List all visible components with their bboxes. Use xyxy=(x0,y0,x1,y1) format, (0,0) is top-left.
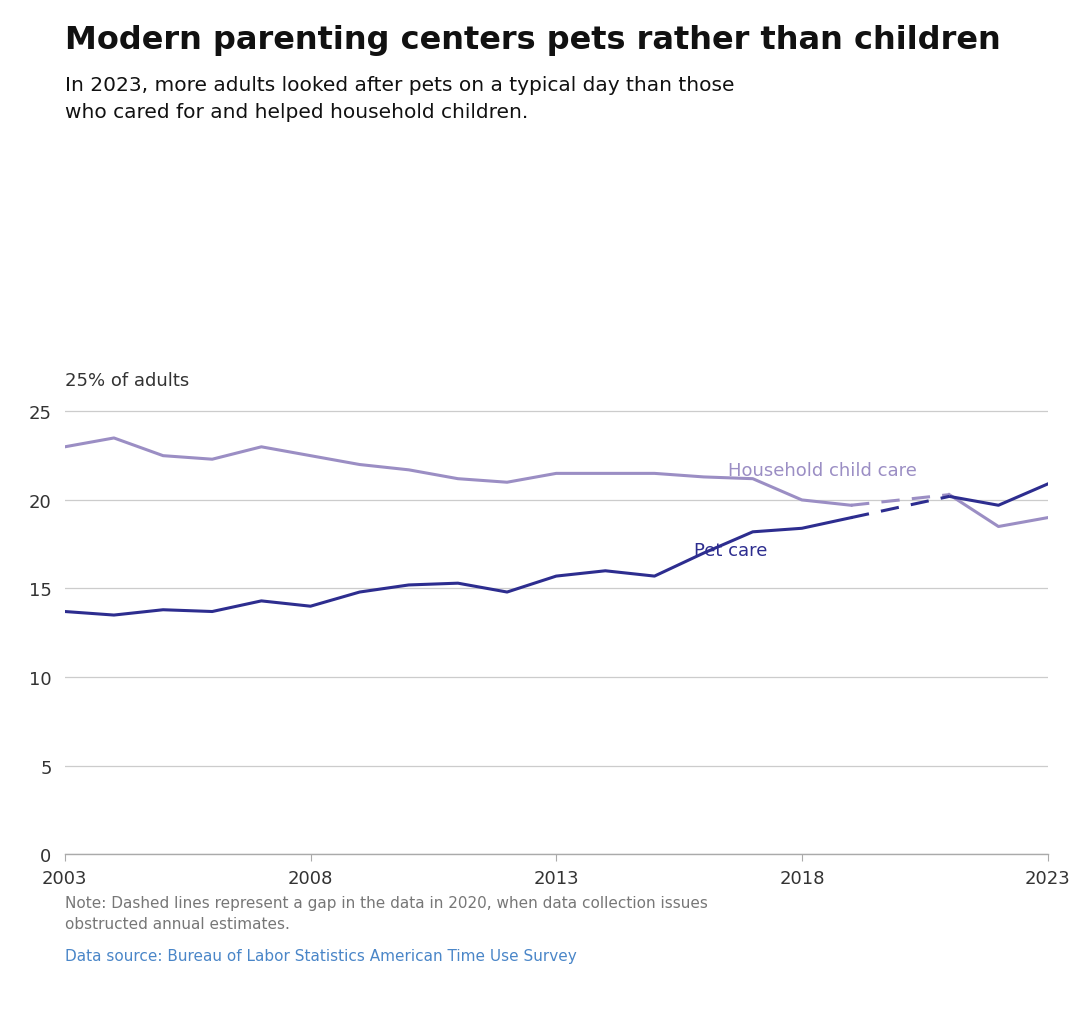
Text: Data source: Bureau of Labor Statistics American Time Use Survey: Data source: Bureau of Labor Statistics … xyxy=(65,948,577,963)
Text: Pet care: Pet care xyxy=(693,541,767,559)
Text: 25% of adults: 25% of adults xyxy=(65,371,189,389)
Text: Household child care: Household child care xyxy=(728,461,917,479)
Text: In 2023, more adults looked after pets on a typical day than those
who cared for: In 2023, more adults looked after pets o… xyxy=(65,76,734,122)
Text: Note: Dashed lines represent a gap in the data in 2020, when data collection iss: Note: Dashed lines represent a gap in th… xyxy=(65,895,707,931)
Text: Modern parenting centers pets rather than children: Modern parenting centers pets rather tha… xyxy=(65,25,1000,57)
